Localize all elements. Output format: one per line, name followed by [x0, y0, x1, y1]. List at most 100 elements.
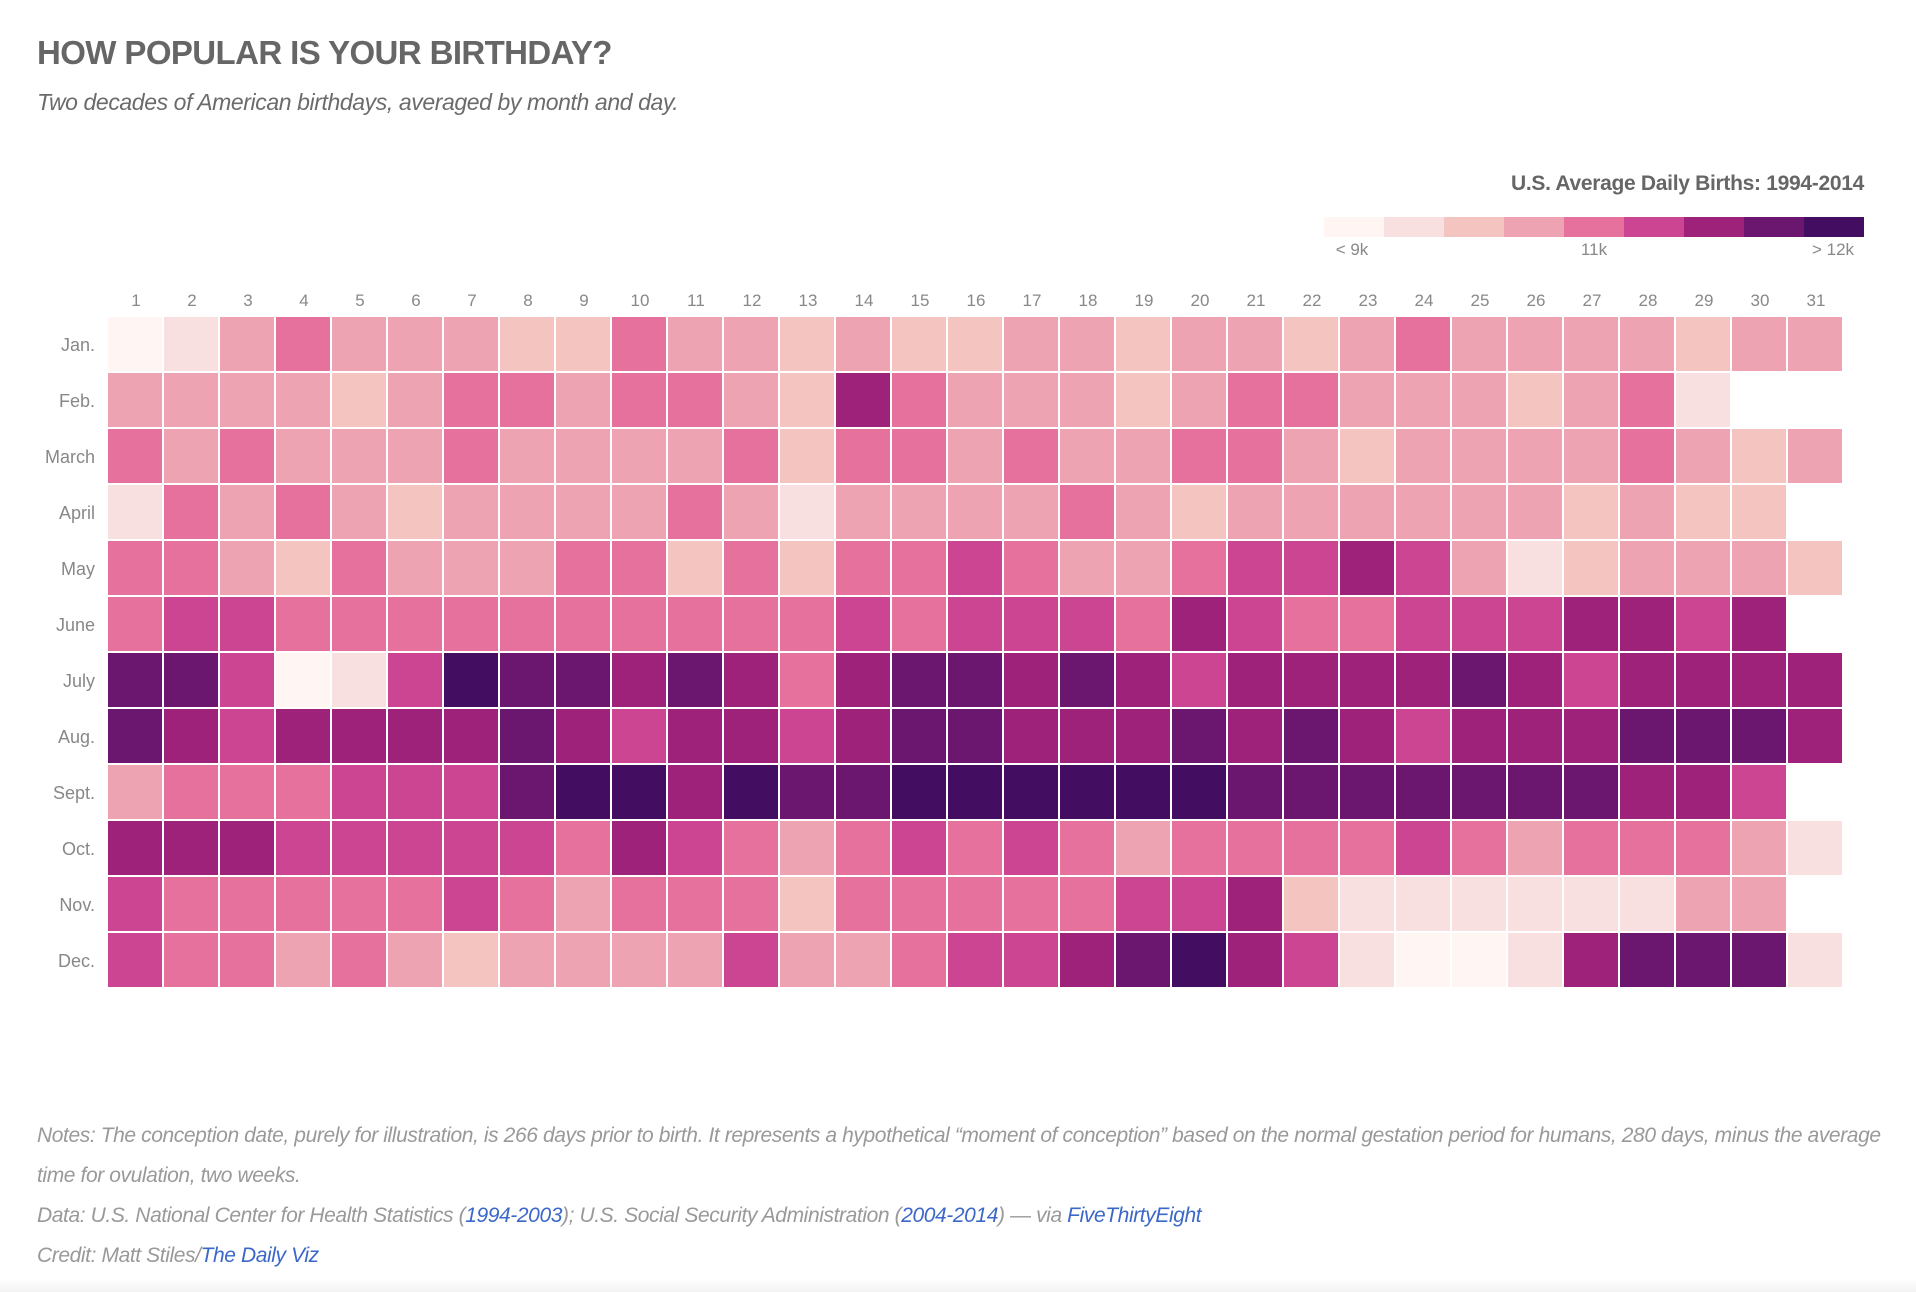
- heatmap-cell: [1508, 877, 1562, 931]
- heatmap-cell: [220, 429, 274, 483]
- heatmap-cell: [1396, 653, 1450, 707]
- heatmap-cell: [724, 709, 778, 763]
- heatmap-cell: [1004, 541, 1058, 595]
- link-1994-2003[interactable]: 1994-2003: [465, 1204, 563, 1227]
- heatmap-cell: [500, 821, 554, 875]
- heatmap-cell: [1172, 933, 1226, 987]
- heatmap-cell: [220, 709, 274, 763]
- heatmap-cell: [556, 765, 610, 819]
- heatmap-cell: [1004, 653, 1058, 707]
- heatmap-cell: [388, 541, 442, 595]
- heatmap-cell: [1508, 765, 1562, 819]
- heatmap-cell: [1564, 765, 1618, 819]
- heatmap-cell: [780, 597, 834, 651]
- heatmap-cell: [500, 765, 554, 819]
- heatmap-cell: [724, 765, 778, 819]
- heatmap-cell: [1060, 317, 1114, 371]
- heatmap-cell: [1732, 709, 1786, 763]
- heatmap-cell: [388, 317, 442, 371]
- heatmap-cell: [444, 709, 498, 763]
- heatmap-cell: [1228, 653, 1282, 707]
- heatmap-cell: [556, 373, 610, 427]
- heatmap-cell: [948, 373, 1002, 427]
- heatmap-cell: [1732, 877, 1786, 931]
- heatmap-cell: [444, 429, 498, 483]
- heatmap-cell: [948, 709, 1002, 763]
- heatmap-cell: [724, 317, 778, 371]
- heatmap-cell: [388, 765, 442, 819]
- heatmap-cell: [1340, 429, 1394, 483]
- heatmap-cell: [1340, 373, 1394, 427]
- heatmap-cell: [1340, 821, 1394, 875]
- heatmap-cell: [724, 877, 778, 931]
- heatmap-cell: [1004, 485, 1058, 539]
- heatmap-cell: [1508, 933, 1562, 987]
- heatmap-cell: [1060, 373, 1114, 427]
- heatmap-cell: [892, 709, 946, 763]
- heatmap-cell: [836, 429, 890, 483]
- heatmap-cell: [164, 373, 218, 427]
- day-label: 31: [1807, 291, 1826, 310]
- heatmap-cell: [388, 709, 442, 763]
- heatmap-cell: [668, 317, 722, 371]
- heatmap-cell: [1172, 485, 1226, 539]
- heatmap-cell: [1116, 821, 1170, 875]
- heatmap-cell: [1396, 485, 1450, 539]
- day-label: 16: [967, 291, 986, 310]
- heatmap-cell: [164, 765, 218, 819]
- heatmap-cell: [1340, 653, 1394, 707]
- heatmap-cell: [1788, 429, 1842, 483]
- heatmap-cell: [444, 541, 498, 595]
- heatmap-cell: [1452, 485, 1506, 539]
- legend-color-scale: [1324, 217, 1864, 237]
- heatmap-cell: [220, 765, 274, 819]
- heatmap-cell: [108, 877, 162, 931]
- heatmap-cell: [276, 429, 330, 483]
- legend-swatch-8: [1744, 217, 1804, 237]
- heatmap-cell: [836, 485, 890, 539]
- heatmap-cell: [612, 821, 666, 875]
- heatmap-cell: [1508, 653, 1562, 707]
- link-2004-2014[interactable]: 2004-2014: [901, 1204, 999, 1227]
- heatmap-cell: [276, 317, 330, 371]
- heatmap-cell: [948, 541, 1002, 595]
- heatmap-cell: [1116, 485, 1170, 539]
- heatmap-cell: [108, 933, 162, 987]
- heatmap-cell: [724, 541, 778, 595]
- heatmap-cell: [724, 429, 778, 483]
- heatmap-cell: [108, 597, 162, 651]
- heatmap-cell: [388, 821, 442, 875]
- heatmap-cell: [668, 933, 722, 987]
- heatmap-cell: [220, 485, 274, 539]
- heatmap-cell: [612, 933, 666, 987]
- heatmap-cell: [500, 653, 554, 707]
- heatmap-cell: [1340, 485, 1394, 539]
- heatmap-cell: [668, 821, 722, 875]
- heatmap-cell: [164, 317, 218, 371]
- heatmap-cell: [388, 597, 442, 651]
- legend-swatch-3: [1444, 217, 1504, 237]
- heatmap-cell: [1284, 597, 1338, 651]
- link-daily-viz[interactable]: The Daily Viz: [200, 1244, 320, 1267]
- notes: Notes: The conception date, purely for i…: [37, 1116, 1887, 1276]
- heatmap-cell: [780, 877, 834, 931]
- heatmap-cell: [276, 541, 330, 595]
- heatmap-cell: [444, 317, 498, 371]
- heatmap-cell: [556, 709, 610, 763]
- heatmap-cell: [332, 373, 386, 427]
- heatmap-cell: [1788, 541, 1842, 595]
- link-fivethirtyeight[interactable]: FiveThirtyEight: [1067, 1204, 1202, 1227]
- heatmap-cell: [1732, 485, 1786, 539]
- day-label: 17: [1023, 291, 1042, 310]
- heatmap-cell: [1284, 653, 1338, 707]
- heatmap-cell: [164, 541, 218, 595]
- data-prefix: Data: U.S. National Center for Health St…: [37, 1204, 466, 1227]
- heatmap-cell: [1508, 821, 1562, 875]
- heatmap-cell: [948, 429, 1002, 483]
- day-label: 15: [911, 291, 930, 310]
- heatmap-cell: [332, 485, 386, 539]
- heatmap-cell: [1340, 317, 1394, 371]
- heatmap-cell: [1620, 373, 1674, 427]
- heatmap-cell: [836, 597, 890, 651]
- data-mid2: ) — via: [998, 1204, 1068, 1227]
